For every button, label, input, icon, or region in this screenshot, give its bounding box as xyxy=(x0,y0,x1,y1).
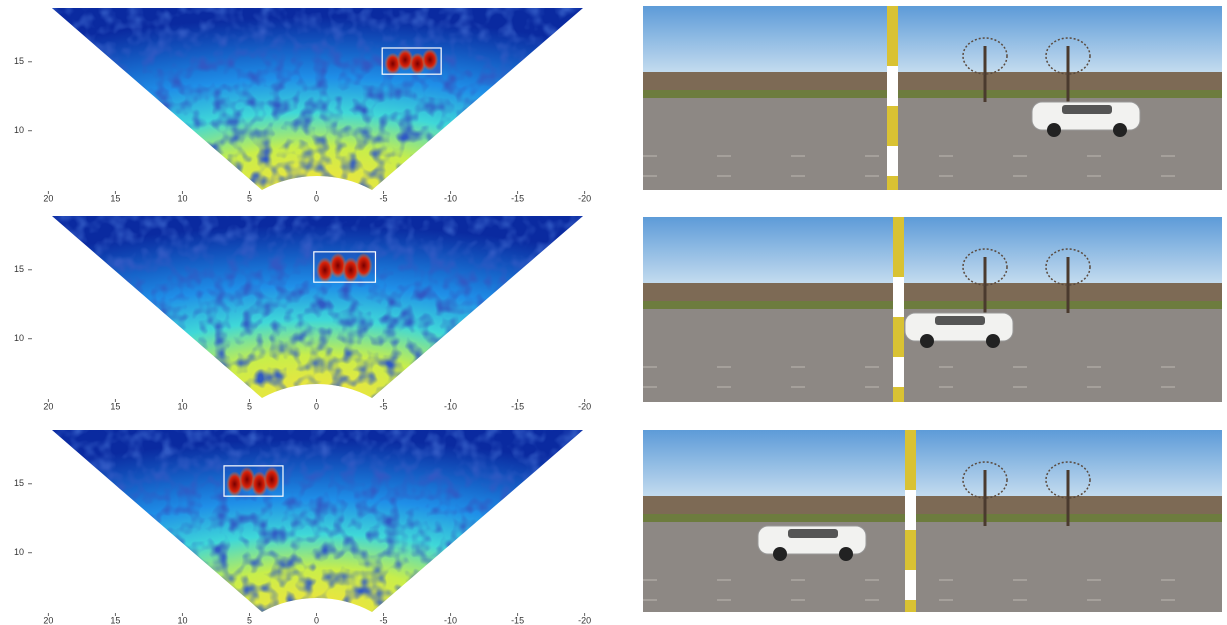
sky xyxy=(643,6,1222,76)
scene-photo xyxy=(643,217,1222,402)
pole-stripe xyxy=(887,146,898,176)
page: {"chart_data": [ {"type": "heatmap", "xl… xyxy=(0,0,1227,625)
x-tick-label: -20 xyxy=(578,615,591,625)
pole-stripe xyxy=(905,490,916,530)
x-tick-label: 5 xyxy=(247,401,252,411)
grass xyxy=(643,514,1222,522)
x-tick-label: 5 xyxy=(247,193,252,203)
x-tick-label: -20 xyxy=(578,193,591,203)
car-wheel xyxy=(1113,123,1127,137)
x-tick-label: -5 xyxy=(380,401,388,411)
pole-stripe xyxy=(887,66,898,106)
grass xyxy=(643,301,1222,309)
figure: 20 15 10 5 0 -5 -10 -15 -20 10 15 20 15 10 5 0 -5 -10 -15 -… xyxy=(0,0,1227,625)
heatmap xyxy=(52,430,583,612)
x-tick-label: 15 xyxy=(110,615,120,625)
car-wheel xyxy=(839,547,853,561)
x-tick-label: 5 xyxy=(247,615,252,625)
pole-stripe xyxy=(905,570,916,600)
x-tick-label: 10 xyxy=(177,401,187,411)
x-tick-label: -15 xyxy=(511,193,524,203)
x-tick-label: 15 xyxy=(110,401,120,411)
grass xyxy=(643,90,1222,98)
x-tick-label: -5 xyxy=(380,193,388,203)
pole-stripe xyxy=(893,357,904,387)
car-wheel xyxy=(773,547,787,561)
car-window xyxy=(788,529,838,538)
ground xyxy=(643,522,1222,612)
scene-photo xyxy=(643,430,1222,612)
heat-texture xyxy=(52,430,583,612)
hot-spot xyxy=(422,49,439,71)
heatmap xyxy=(52,216,583,398)
heatmap xyxy=(52,8,583,190)
y-tick-label: 15 xyxy=(14,264,24,274)
x-tick-label: 0 xyxy=(314,193,319,203)
x-tick-label: -10 xyxy=(444,615,457,625)
heat-texture xyxy=(52,8,583,190)
x-tick-label: -10 xyxy=(444,193,457,203)
hot-spot xyxy=(264,467,281,492)
x-tick-label: 10 xyxy=(177,193,187,203)
x-tick-label: 10 xyxy=(177,615,187,625)
x-tick-label: 20 xyxy=(43,193,53,203)
hot-spot xyxy=(355,253,372,278)
car-window xyxy=(1062,105,1112,114)
sky xyxy=(643,430,1222,500)
car-wheel xyxy=(986,334,1000,348)
x-tick-label: -10 xyxy=(444,401,457,411)
x-tick-label: 15 xyxy=(110,193,120,203)
x-tick-label: -5 xyxy=(380,615,388,625)
heat-texture xyxy=(52,216,583,398)
sky xyxy=(643,217,1222,287)
y-tick-label: 10 xyxy=(14,333,24,343)
x-tick-label: -15 xyxy=(511,401,524,411)
x-tick-label: -20 xyxy=(578,401,591,411)
y-tick-label: 15 xyxy=(14,478,24,488)
x-tick-label: 20 xyxy=(43,615,53,625)
scene-photo xyxy=(643,6,1222,190)
car-window xyxy=(935,316,985,325)
x-tick-label: 0 xyxy=(314,401,319,411)
x-tick-label: 20 xyxy=(43,401,53,411)
y-tick-label: 10 xyxy=(14,125,24,135)
car-wheel xyxy=(920,334,934,348)
car-wheel xyxy=(1047,123,1061,137)
x-tick-label: -15 xyxy=(511,615,524,625)
y-tick-label: 10 xyxy=(14,547,24,557)
pole-stripe xyxy=(893,277,904,317)
x-tick-label: 0 xyxy=(314,615,319,625)
y-tick-label: 15 xyxy=(14,56,24,66)
